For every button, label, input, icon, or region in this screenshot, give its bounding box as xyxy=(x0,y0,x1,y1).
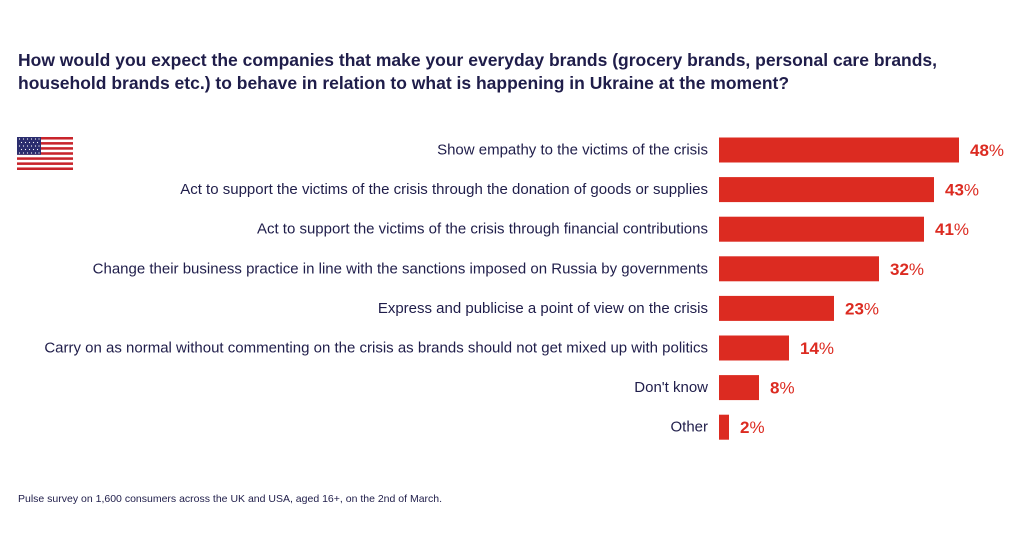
category-label: Change their business practice in line w… xyxy=(93,260,708,277)
bar xyxy=(719,335,789,361)
value-label: 43% xyxy=(945,180,979,199)
category-label: Carry on as normal without commenting on… xyxy=(44,340,708,357)
bar xyxy=(719,295,834,321)
category-label: Express and publicise a point of view on… xyxy=(378,300,708,317)
category-label: Act to support the victims of the crisis… xyxy=(257,221,708,238)
value-label: 48% xyxy=(970,141,1004,160)
category-label: Don't know xyxy=(634,379,708,396)
bar xyxy=(719,256,879,282)
value-label: 23% xyxy=(845,299,879,318)
value-label: 32% xyxy=(890,259,924,278)
bar xyxy=(719,375,759,401)
value-label: 14% xyxy=(800,339,834,358)
value-label: 2% xyxy=(740,418,765,437)
bar xyxy=(719,414,729,440)
chart-question-title: How would you expect the companies that … xyxy=(18,50,938,93)
value-label: 8% xyxy=(770,378,795,397)
usa-flag-icon xyxy=(17,137,73,170)
category-label: Act to support the victims of the crisis… xyxy=(180,181,708,198)
footnote: Pulse survey on 1,600 consumers across t… xyxy=(18,493,443,505)
value-label: 41% xyxy=(935,220,969,239)
bar xyxy=(719,216,924,242)
horizontal-bar-chart: Show empathy to the victims of the crisi… xyxy=(44,137,1004,440)
category-label: Other xyxy=(670,419,708,436)
bar xyxy=(719,177,934,203)
bar xyxy=(719,137,959,163)
category-label: Show empathy to the victims of the crisi… xyxy=(437,142,708,159)
